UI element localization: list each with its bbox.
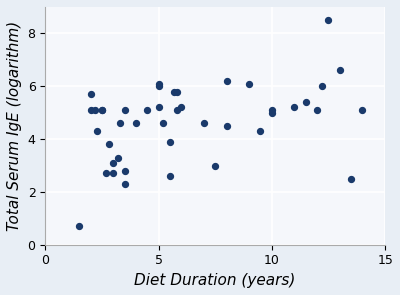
Point bbox=[110, 160, 116, 165]
Point bbox=[303, 100, 309, 104]
Point bbox=[117, 121, 123, 126]
Point bbox=[223, 78, 230, 83]
Point bbox=[87, 108, 94, 112]
Point bbox=[257, 129, 264, 134]
Point bbox=[171, 89, 178, 94]
Point bbox=[94, 129, 100, 134]
Point bbox=[201, 121, 207, 126]
Point bbox=[155, 81, 162, 86]
Point bbox=[212, 163, 218, 168]
Point bbox=[318, 84, 325, 88]
Point bbox=[336, 68, 343, 73]
Point bbox=[269, 108, 275, 112]
Point bbox=[103, 171, 110, 176]
Point bbox=[314, 108, 320, 112]
Point bbox=[160, 121, 166, 126]
Point bbox=[325, 18, 332, 22]
Point bbox=[178, 105, 184, 110]
Point bbox=[99, 108, 105, 112]
Point bbox=[359, 108, 366, 112]
Point bbox=[155, 84, 162, 88]
Point bbox=[223, 124, 230, 128]
X-axis label: Diet Duration (years): Diet Duration (years) bbox=[134, 273, 296, 288]
Point bbox=[291, 105, 298, 110]
Point bbox=[144, 108, 150, 112]
Point bbox=[174, 89, 180, 94]
Y-axis label: Total Serum IgE (logarithm): Total Serum IgE (logarithm) bbox=[7, 21, 22, 231]
Point bbox=[99, 108, 105, 112]
Point bbox=[121, 182, 128, 186]
Point bbox=[246, 81, 252, 86]
Point bbox=[348, 176, 354, 181]
Point bbox=[167, 139, 173, 144]
Point bbox=[110, 171, 116, 176]
Point bbox=[269, 110, 275, 115]
Point bbox=[133, 121, 139, 126]
Point bbox=[114, 155, 121, 160]
Point bbox=[92, 108, 98, 112]
Point bbox=[167, 174, 173, 178]
Point bbox=[121, 168, 128, 173]
Point bbox=[87, 92, 94, 96]
Point bbox=[106, 142, 112, 147]
Point bbox=[121, 108, 128, 112]
Point bbox=[76, 224, 82, 229]
Point bbox=[174, 108, 180, 112]
Point bbox=[155, 105, 162, 110]
